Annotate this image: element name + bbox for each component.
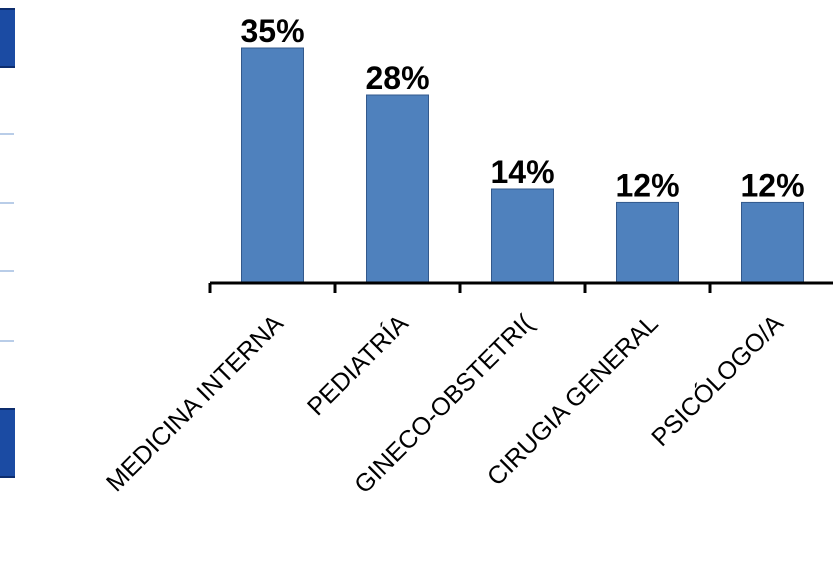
x-tick-labels-group: MEDICINA INTERNA PEDIATRÍAGINECO-OBSTETRI… — [101, 309, 789, 500]
x-tick-label-0: MEDICINA INTERNA — [101, 309, 289, 497]
bars-group — [241, 47, 804, 284]
bar-2 — [491, 188, 554, 284]
data-label-4: 12% — [740, 167, 804, 203]
data-label-0: 35% — [240, 13, 304, 49]
left-strip-line — [0, 202, 14, 204]
left-decor-strip — [0, 0, 20, 572]
data-labels-group: 35% 28% 14% 12% 12% — [240, 13, 804, 203]
data-label-3: 12% — [615, 167, 679, 203]
x-tick-label-4: PSICÓLOGO/A — [645, 309, 789, 453]
bar-0 — [241, 47, 304, 284]
bar-1 — [366, 94, 429, 284]
left-strip-line — [0, 270, 14, 272]
bar-3 — [616, 201, 679, 284]
data-label-2: 14% — [490, 154, 554, 190]
left-strip-line — [0, 340, 14, 342]
x-axis-ticks-group — [208, 283, 712, 293]
left-strip-block-top — [0, 8, 15, 68]
bar-4 — [741, 201, 804, 284]
x-tick-label-1: PEDIATRÍA — [301, 309, 414, 422]
data-label-1: 28% — [365, 60, 429, 96]
left-strip-line — [0, 133, 14, 135]
left-strip-block-bottom — [0, 408, 15, 478]
